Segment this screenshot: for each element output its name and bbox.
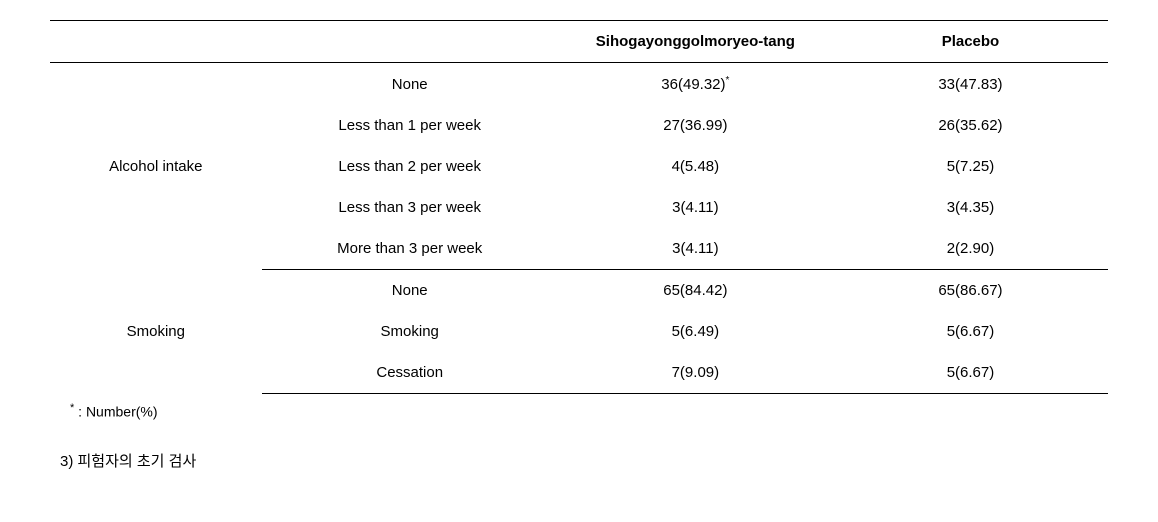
header-col-2: Placebo: [833, 21, 1108, 63]
header-blank-1: [50, 21, 262, 63]
demographics-table: Sihogayonggolmoryeo-tang Placebo Alcohol…: [50, 20, 1108, 394]
table-row: Alcohol intake None 36(49.32)* 33(47.83): [50, 63, 1108, 106]
row-sub-label: None: [262, 270, 558, 312]
header-blank-2: [262, 21, 558, 63]
row-value-c2: 5(6.67): [833, 311, 1108, 352]
row-value-c1: 36(49.32)*: [558, 63, 833, 106]
c1-value: 36(49.32): [661, 76, 725, 93]
group-label-alcohol: Alcohol intake: [50, 63, 262, 270]
row-value-c2: 3(4.35): [833, 187, 1108, 228]
row-value-c2: 2(2.90): [833, 228, 1108, 270]
row-sub-label: More than 3 per week: [262, 228, 558, 270]
marker-icon: *: [726, 75, 730, 86]
table-footnote: * : Number(%): [50, 394, 1108, 420]
row-value-c1: 4(5.48): [558, 146, 833, 187]
footnote-text: : Number(%): [74, 404, 157, 420]
row-value-c1: 5(6.49): [558, 311, 833, 352]
row-sub-label: Cessation: [262, 352, 558, 394]
row-sub-label: None: [262, 63, 558, 106]
table-header-row: Sihogayonggolmoryeo-tang Placebo: [50, 21, 1108, 63]
row-value-c1: 65(84.42): [558, 270, 833, 312]
row-value-c1: 3(4.11): [558, 228, 833, 270]
group-label-smoking: Smoking: [50, 270, 262, 394]
row-value-c2: 65(86.67): [833, 270, 1108, 312]
row-value-c2: 5(6.67): [833, 352, 1108, 394]
row-sub-label: Less than 1 per week: [262, 105, 558, 146]
header-col-1: Sihogayonggolmoryeo-tang: [558, 21, 833, 63]
row-sub-label: Smoking: [262, 311, 558, 352]
row-sub-label: Less than 3 per week: [262, 187, 558, 228]
section-heading: 3) 피험자의 초기 검사: [50, 420, 1108, 471]
demographics-table-container: Sihogayonggolmoryeo-tang Placebo Alcohol…: [50, 20, 1108, 394]
row-value-c1: 7(9.09): [558, 352, 833, 394]
row-value-c1: 3(4.11): [558, 187, 833, 228]
row-value-c2: 5(7.25): [833, 146, 1108, 187]
row-value-c2: 26(35.62): [833, 105, 1108, 146]
table-row: Smoking None 65(84.42) 65(86.67): [50, 270, 1108, 312]
row-value-c2: 33(47.83): [833, 63, 1108, 106]
row-sub-label: Less than 2 per week: [262, 146, 558, 187]
row-value-c1: 27(36.99): [558, 105, 833, 146]
